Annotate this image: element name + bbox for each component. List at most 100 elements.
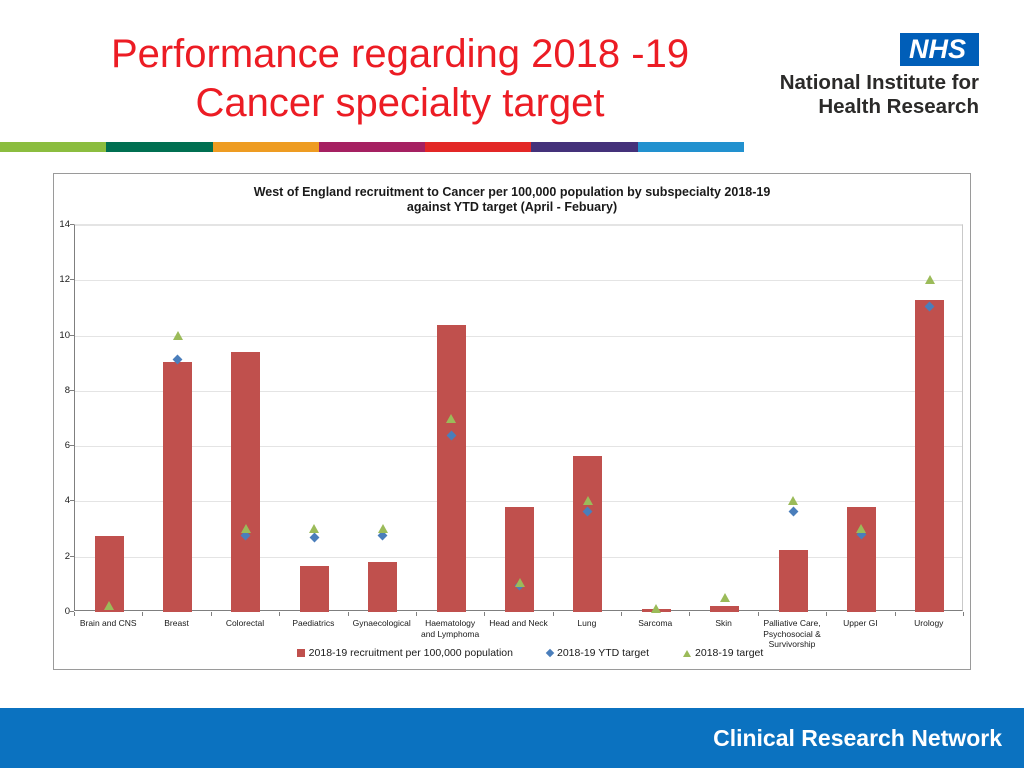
chart-legend: 2018-19 recruitment per 100,000 populati… xyxy=(54,647,970,659)
x-axis-label-line: Colorectal xyxy=(225,618,265,628)
x-axis-label-0: Brain and CNS xyxy=(69,618,147,629)
y-axis-tick-12 xyxy=(70,279,74,281)
y-axis-tick-14 xyxy=(70,224,74,225)
target-marker-5 xyxy=(446,413,457,423)
page-title: Performance regarding 2018 -19 Cancer sp… xyxy=(60,30,740,128)
y-axis-tick-8 xyxy=(70,389,74,391)
legend-item-1: 2018-19 YTD target xyxy=(545,647,650,659)
x-axis-label-line: Urology xyxy=(914,618,944,628)
chart-title-line1: West of England recruitment to Cancer pe… xyxy=(253,185,771,199)
x-axis-label-line: Brain and CNS xyxy=(79,618,137,628)
target-marker-9 xyxy=(719,593,730,603)
x-axis-tick-4 xyxy=(347,612,349,616)
x-axis-label-3: Paediatrics xyxy=(274,618,352,629)
brand-color-stripe xyxy=(0,142,744,152)
legend-bar-icon xyxy=(296,649,305,657)
x-axis-tick-9 xyxy=(689,612,691,616)
chart-title-line2: against YTD target (April - Febuary) xyxy=(406,199,618,214)
y-axis-label-0: 0 xyxy=(64,606,70,617)
y-axis-label-6: 6 xyxy=(64,440,70,452)
target-marker-2 xyxy=(240,524,251,534)
bar-2 xyxy=(231,352,261,612)
gridline-14 xyxy=(75,225,962,226)
gridline-6 xyxy=(75,446,962,448)
legend-item-2: 2018-19 target xyxy=(683,647,763,659)
x-axis-label-line: Palliative Care, xyxy=(763,618,821,628)
bar-0 xyxy=(94,535,124,612)
bar-1 xyxy=(163,361,193,612)
x-axis-label-line: Paediatrics xyxy=(292,618,335,628)
nihr-wordmark-line1: National Institute for xyxy=(779,71,979,94)
x-axis-label-6: Head and Neck xyxy=(480,618,558,629)
x-axis-label-line: Skin xyxy=(715,618,732,628)
x-axis-label-12: Urology xyxy=(890,618,968,629)
legend-label-2: 2018-19 target xyxy=(695,647,764,659)
y-axis-label-2: 2 xyxy=(64,550,70,562)
nhs-branding: NHS National Institute for Health Resear… xyxy=(780,33,979,119)
y-axis-label-4: 4 xyxy=(64,495,70,507)
x-axis-tick-2 xyxy=(210,612,212,616)
y-axis-tick-0 xyxy=(70,611,74,612)
stripe-segment-0 xyxy=(0,142,107,152)
stripe-segment-4 xyxy=(425,142,532,152)
bar-11 xyxy=(846,506,876,612)
stripe-segment-3 xyxy=(318,142,426,152)
legend-label-1: 2018-19 YTD target xyxy=(556,647,650,659)
footer-label: Clinical Research Network xyxy=(713,724,1002,751)
stripe-segment-1 xyxy=(106,142,213,152)
bar-6 xyxy=(505,506,534,612)
x-axis-label-line: Survivorship xyxy=(768,639,816,649)
target-marker-1 xyxy=(172,330,183,340)
y-axis-label-8: 8 xyxy=(64,384,70,396)
stripe-segment-5 xyxy=(531,142,638,152)
x-axis-label-2: Colorectal xyxy=(206,618,284,629)
stripe-segment-6 xyxy=(637,142,744,152)
gridline-10 xyxy=(75,335,962,337)
x-axis-label-line: Haematology xyxy=(425,618,476,628)
x-axis-label-line: Gynaecological xyxy=(352,618,411,628)
legend-diamond-icon xyxy=(545,648,555,658)
x-axis-label-1: Breast xyxy=(138,618,216,629)
y-axis-tick-2 xyxy=(70,555,74,557)
target-marker-4 xyxy=(377,524,388,534)
stripe-segment-2 xyxy=(212,142,319,152)
page-title-line2: Cancer specialty target xyxy=(195,81,605,125)
bar-7 xyxy=(573,455,603,612)
x-axis-tick-11 xyxy=(826,612,828,616)
x-axis-label-line: Breast xyxy=(164,618,189,628)
x-axis-tick-1 xyxy=(142,612,144,616)
x-axis-label-9: Skin xyxy=(685,618,763,629)
chart-title: West of England recruitment to Cancer pe… xyxy=(54,185,970,214)
x-axis-label-line: Lung xyxy=(577,618,597,628)
bar-4 xyxy=(368,562,398,612)
x-axis-tick-7 xyxy=(552,612,554,616)
x-axis-label-7: Lung xyxy=(548,618,626,629)
bar-12 xyxy=(915,299,945,612)
y-axis-tick-6 xyxy=(70,445,74,447)
nihr-wordmark: National Institute for Health Research xyxy=(780,71,979,119)
gridline-12 xyxy=(75,280,962,282)
y-axis-label-10: 10 xyxy=(59,329,70,341)
bar-10 xyxy=(778,549,808,612)
x-axis-tick-8 xyxy=(621,612,623,616)
ytd-target-marker-10 xyxy=(788,506,798,517)
x-axis-label-11: Upper GI xyxy=(821,618,899,629)
page-title-line1: Performance regarding 2018 -19 xyxy=(110,32,690,76)
x-axis-tick-13 xyxy=(963,612,964,616)
gridline-8 xyxy=(75,390,962,392)
x-axis-label-line: Head and Neck xyxy=(489,618,548,628)
gridline-4 xyxy=(75,501,962,503)
footer-bar: Clinical Research Network xyxy=(0,708,1024,768)
target-marker-6 xyxy=(514,577,525,587)
x-axis-tick-3 xyxy=(279,612,281,616)
x-axis-tick-0 xyxy=(74,612,75,616)
x-axis-label-line: Sarcoma xyxy=(638,618,673,628)
target-marker-11 xyxy=(856,524,867,534)
x-axis-tick-5 xyxy=(415,612,417,616)
target-marker-3 xyxy=(309,524,320,534)
legend-triangle-icon xyxy=(683,649,692,657)
x-axis-label-line: Psychosocial & xyxy=(763,628,821,639)
x-axis-label-line: Upper GI xyxy=(843,618,878,628)
target-marker-7 xyxy=(582,496,593,506)
